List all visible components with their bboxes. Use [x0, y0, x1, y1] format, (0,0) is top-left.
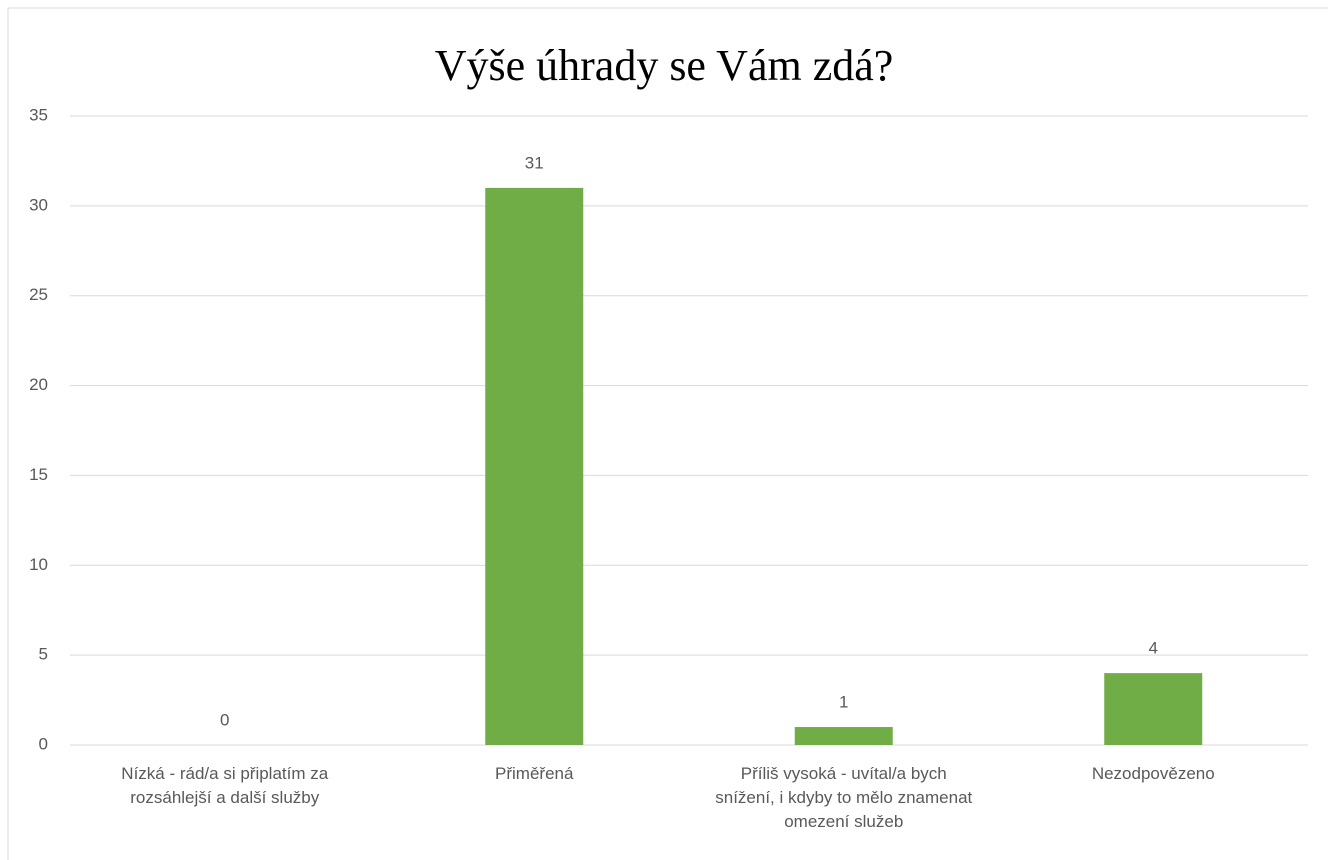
data-label: 0: [220, 710, 229, 729]
y-tick-label: 5: [39, 645, 48, 664]
x-tick-label: Příliš vysoká - uvítal/a bych snížení, i…: [715, 764, 973, 831]
bar: [485, 187, 584, 745]
bar: [794, 727, 893, 745]
y-tick-label: 0: [39, 734, 48, 753]
bar: [1104, 673, 1203, 745]
data-label: 31: [525, 153, 544, 172]
x-tick-label: Nízká - rád/a si připlatím za rozsáhlejš…: [121, 764, 329, 807]
data-label: 4: [1149, 639, 1158, 658]
chart-title: Výše úhrady se Vám zdá?: [435, 41, 894, 90]
x-tick-label: Přiměřená: [495, 764, 574, 783]
y-tick-label: 15: [29, 465, 48, 484]
chart-border: [7, 7, 1328, 860]
y-tick-label: 20: [29, 375, 48, 394]
y-tick-label: 35: [29, 105, 48, 124]
y-tick-label: 25: [29, 285, 48, 304]
x-tick-label: Nezodpovězeno: [1091, 764, 1215, 783]
data-label: 1: [839, 693, 848, 712]
y-tick-label: 30: [29, 195, 48, 214]
y-tick-label: 10: [29, 555, 48, 574]
